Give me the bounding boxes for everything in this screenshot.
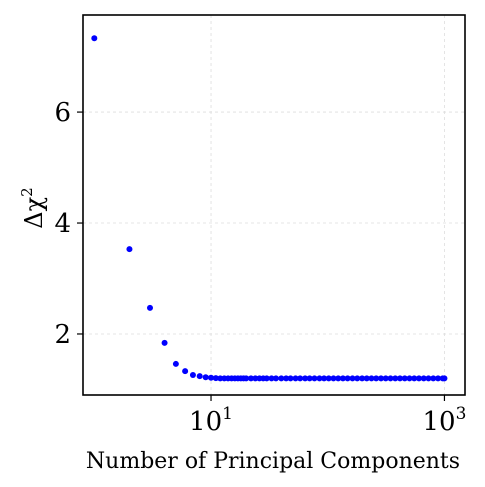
data-point xyxy=(368,375,375,382)
y-axis-label: Δχ2 xyxy=(18,187,48,228)
data-point xyxy=(344,375,351,382)
data-point xyxy=(126,246,133,253)
data-point xyxy=(330,375,337,382)
data-point xyxy=(339,375,346,382)
data-point xyxy=(359,375,366,382)
data-point xyxy=(415,375,422,382)
data-points xyxy=(91,35,448,382)
y-tick-label: 2 xyxy=(54,320,71,350)
data-point xyxy=(287,375,294,382)
y-axis-ticks: 2 4 6 xyxy=(54,98,83,350)
data-point xyxy=(278,375,285,382)
data-point xyxy=(268,375,275,382)
x-tick-label-base: 10 xyxy=(189,407,222,437)
data-point xyxy=(208,374,215,381)
y-tick-label: 6 xyxy=(54,98,71,128)
data-point xyxy=(196,373,203,380)
data-point xyxy=(396,375,403,382)
data-point xyxy=(406,375,413,382)
data-point xyxy=(373,375,380,382)
data-point xyxy=(425,375,432,382)
y-tick-label: 4 xyxy=(54,209,71,239)
data-point xyxy=(189,372,196,379)
data-point xyxy=(297,375,304,382)
data-point xyxy=(325,375,332,382)
x-tick-label: 103 xyxy=(422,404,466,437)
data-point xyxy=(311,375,318,382)
data-point xyxy=(263,375,270,382)
data-point xyxy=(161,339,168,346)
data-point xyxy=(272,375,279,382)
x-axis-ticks: 101 103 xyxy=(189,395,466,437)
data-point xyxy=(172,360,179,367)
data-point xyxy=(363,375,370,382)
x-axis-label: Number of Principal Components xyxy=(86,449,460,474)
data-point xyxy=(354,375,361,382)
data-point xyxy=(292,375,299,382)
data-point xyxy=(377,375,384,382)
x-tick-label-exponent: 3 xyxy=(456,404,467,424)
x-tick-label-exponent: 1 xyxy=(222,404,233,424)
data-point xyxy=(146,304,153,311)
y-axis-label-exponent: 2 xyxy=(18,187,36,197)
x-tick-label: 101 xyxy=(189,404,233,437)
data-point xyxy=(382,375,389,382)
data-point xyxy=(302,375,309,382)
data-point xyxy=(411,375,418,382)
data-point xyxy=(212,375,219,382)
data-point xyxy=(435,375,442,382)
data-point xyxy=(247,375,254,382)
y-axis-label-base: Δχ xyxy=(20,196,48,228)
data-point xyxy=(441,375,448,382)
plot-frame xyxy=(82,14,466,396)
data-point xyxy=(243,375,250,382)
data-point xyxy=(321,375,328,382)
data-point xyxy=(202,374,209,381)
data-point xyxy=(306,375,313,382)
x-tick-label-base: 10 xyxy=(422,407,455,437)
data-point xyxy=(182,368,189,375)
data-point xyxy=(283,375,290,382)
data-point xyxy=(401,375,408,382)
data-point xyxy=(420,375,427,382)
data-point xyxy=(387,375,394,382)
data-point xyxy=(392,375,399,382)
data-point xyxy=(316,375,323,382)
data-point xyxy=(430,375,437,382)
grid xyxy=(83,15,465,395)
data-point xyxy=(91,35,98,42)
data-point xyxy=(335,375,342,382)
data-point xyxy=(349,375,356,382)
